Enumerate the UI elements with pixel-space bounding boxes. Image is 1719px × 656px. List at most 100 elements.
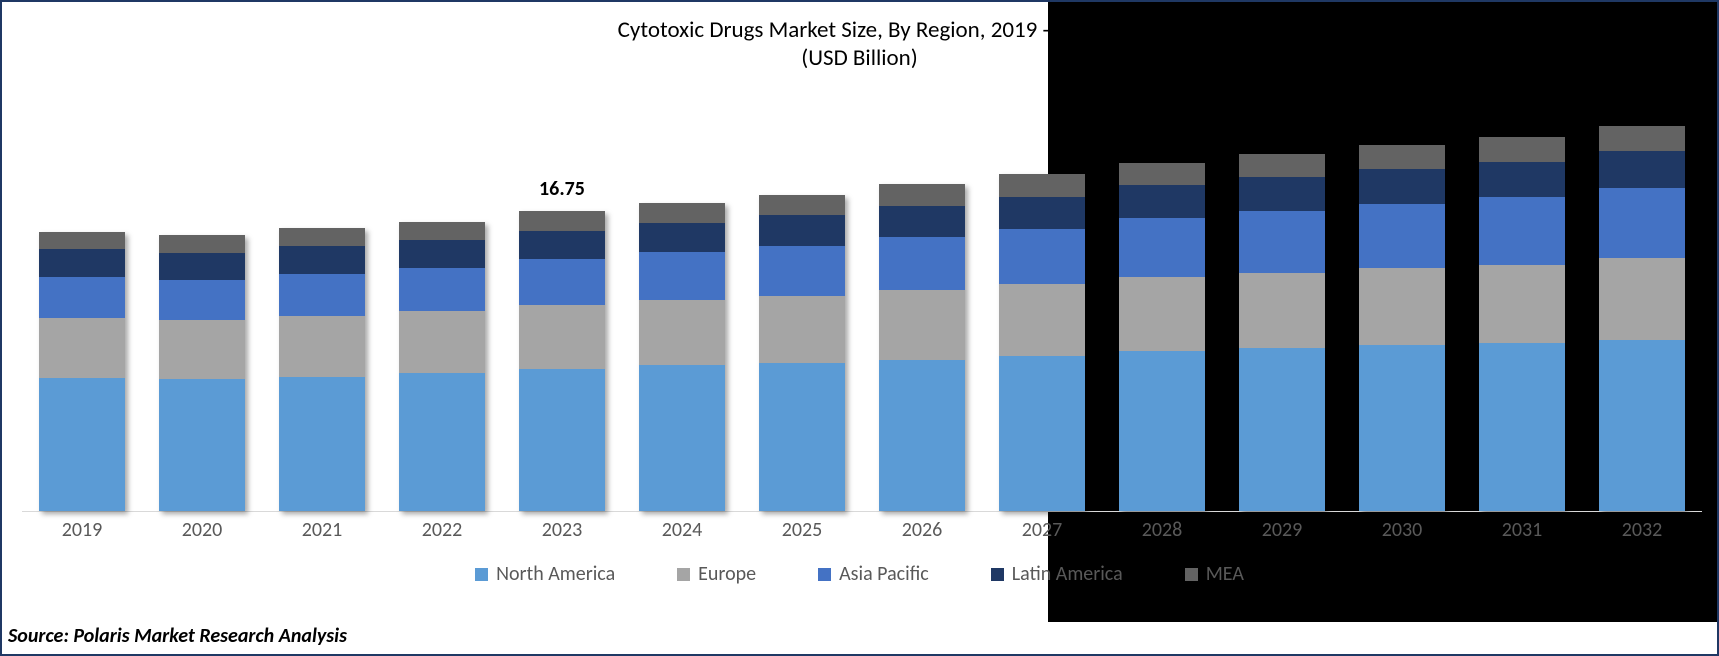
bar-segment-mea (1119, 163, 1205, 185)
bar-segment-north-america (159, 379, 245, 511)
legend-item-latin-america: Latin America (991, 562, 1123, 586)
bar-segment-europe (519, 305, 605, 369)
legend-item-europe: Europe (677, 562, 756, 586)
bar-stack (759, 195, 845, 511)
x-axis-label: 2030 (1342, 518, 1462, 542)
legend-label: Latin America (1012, 562, 1123, 586)
bar-2026 (862, 184, 982, 511)
bar-segment-europe (279, 316, 365, 377)
bar-stack (1239, 154, 1325, 511)
bar-stack (1599, 126, 1685, 511)
bar-stack (1119, 163, 1205, 511)
bar-segment-europe (639, 300, 725, 365)
bar-segment-north-america (639, 365, 725, 511)
legend-swatch (677, 568, 690, 581)
x-axis-label: 2028 (1102, 518, 1222, 542)
bar-segment-europe (759, 296, 845, 363)
legend-label: Europe (698, 562, 756, 586)
bar-segment-mea (399, 222, 485, 241)
bar-segment-north-america (1119, 351, 1205, 511)
x-axis-label: 2024 (622, 518, 742, 542)
bar-segment-asia-pacific (39, 277, 125, 318)
bar-segment-asia-pacific (879, 237, 965, 290)
bar-stack (639, 203, 725, 511)
bar-segment-latin-america (519, 231, 605, 260)
bar-2028 (1102, 163, 1222, 511)
bar-2025 (742, 195, 862, 511)
legend: North America Europe Asia Pacific Latin Ame… (2, 562, 1717, 586)
bar-segment-north-america (399, 373, 485, 511)
legend-label: Asia Pacific (839, 562, 929, 586)
legend-swatch (818, 568, 831, 581)
bar-segment-latin-america (39, 249, 125, 277)
bar-segment-latin-america (1119, 185, 1205, 218)
bar-segment-north-america (1359, 345, 1445, 511)
bar-segment-latin-america (279, 246, 365, 274)
bar-data-label: 16.75 (502, 177, 622, 201)
bar-segment-asia-pacific (759, 246, 845, 296)
bar-2022 (382, 222, 502, 511)
bar-stack (519, 211, 605, 511)
bar-segment-latin-america (1359, 169, 1445, 204)
plot-area: 16.75 (22, 82, 1702, 512)
legend-item-mea: MEA (1185, 562, 1244, 586)
x-axis-label: 2021 (262, 518, 382, 542)
bar-2019 (22, 232, 142, 511)
bar-segment-north-america (1239, 348, 1325, 511)
bar-segment-asia-pacific (1599, 188, 1685, 259)
bar-segment-mea (279, 228, 365, 246)
x-axis-label: 2026 (862, 518, 982, 542)
bar-segment-asia-pacific (639, 252, 725, 299)
legend-swatch (991, 568, 1004, 581)
x-axis-label: 2023 (502, 518, 622, 542)
bar-segment-mea (1599, 126, 1685, 151)
x-axis-label: 2032 (1582, 518, 1702, 542)
bar-segment-latin-america (879, 206, 965, 237)
bar-segment-asia-pacific (1239, 211, 1325, 273)
bar-segment-asia-pacific (1479, 197, 1565, 264)
bar-segment-europe (1359, 268, 1445, 345)
bar-segment-north-america (519, 369, 605, 511)
bar-segment-mea (39, 232, 125, 250)
bar-segment-mea (879, 184, 965, 206)
chart-container: Cytotoxic Drugs Market Size, By Region, … (0, 0, 1719, 656)
bar-segment-north-america (759, 363, 845, 511)
bar-segment-asia-pacific (1119, 218, 1205, 277)
bar-segment-asia-pacific (279, 274, 365, 316)
bar-segment-latin-america (999, 197, 1085, 229)
bar-segment-north-america (1599, 340, 1685, 511)
bar-segment-europe (879, 290, 965, 360)
bar-segment-north-america (39, 378, 125, 511)
bar-segment-europe (999, 284, 1085, 356)
bar-segment-asia-pacific (159, 280, 245, 320)
bar-stack (399, 222, 485, 511)
bar-segment-europe (39, 318, 125, 378)
bar-stack (279, 228, 365, 511)
bar-2032 (1582, 126, 1702, 511)
bar-segment-north-america (879, 360, 965, 511)
legend-label: MEA (1206, 562, 1244, 586)
bar-segment-latin-america (399, 240, 485, 268)
bar-segment-europe (1239, 273, 1325, 348)
bar-segment-europe (1119, 277, 1205, 350)
bar-segment-mea (1239, 154, 1325, 177)
bar-segment-mea (159, 235, 245, 253)
bar-segment-mea (639, 203, 725, 223)
bar-stack (39, 232, 125, 511)
x-axis-label: 2027 (982, 518, 1102, 542)
legend-label: North America (496, 562, 615, 586)
chart-area: Cytotoxic Drugs Market Size, By Region, … (2, 2, 1717, 622)
bar-segment-europe (399, 311, 485, 373)
legend-item-asia-pacific: Asia Pacific (818, 562, 929, 586)
bar-segment-asia-pacific (999, 229, 1085, 285)
bar-stack (159, 235, 245, 511)
bar-2024 (622, 203, 742, 511)
x-axis-label: 2020 (142, 518, 262, 542)
bar-segment-asia-pacific (519, 259, 605, 305)
bar-segment-mea (1359, 145, 1445, 169)
bar-segment-latin-america (1479, 162, 1565, 198)
bar-segment-latin-america (759, 215, 845, 245)
bar-segment-asia-pacific (1359, 204, 1445, 269)
bar-segment-europe (1479, 265, 1565, 344)
bar-2023 (502, 211, 622, 511)
